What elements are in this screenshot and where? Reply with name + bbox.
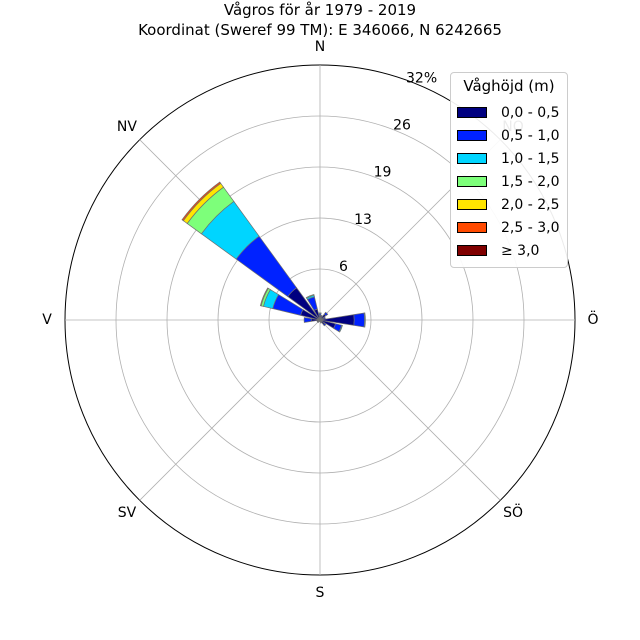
legend-label: 0,5 - 1,0 [501,128,560,144]
legend-title: Våghöjd (m) [463,77,555,95]
legend-swatch [457,222,487,233]
legend-swatch [457,130,487,141]
rose-bar-segment [338,324,343,333]
rose-bar-segment [303,317,312,323]
direction-label: V [42,312,52,328]
legend-label: 0,0 - 0,5 [501,105,560,121]
rose-bars [181,181,366,333]
legend: Våghöjd (m) 0,0 - 0,5 0,5 - 1,0 1,0 - 1,5 1… [450,72,568,268]
radial-tick-label: 6 [339,259,348,275]
legend-swatch [457,245,487,256]
legend-label: ≥ 3,0 [501,243,540,259]
rose-bar-segment [353,312,365,328]
direction-label: SV [118,505,137,521]
chart-title: Vågros för år 1979 - 2019 Koordinat (Swe… [0,0,640,40]
radial-tick-label: 32% [406,70,437,86]
legend-label: 1,0 - 1,5 [501,151,560,167]
chart-subtitle: Koordinat (Sweref 99 TM): E 346066, N 62… [138,21,502,39]
legend-swatch [457,199,487,210]
direction-label: S [316,585,325,601]
legend-swatch [457,176,487,187]
legend-label: 1,5 - 2,0 [501,174,560,190]
legend-swatch [457,153,487,164]
direction-label: Ö [587,310,598,328]
rose-bar-segment [320,321,323,324]
legend-label: 2,5 - 3,0 [501,220,560,236]
legend-entry: 2,5 - 3,0 [457,218,565,238]
rose-bar-segment [323,311,329,317]
rose-bar-segment [181,181,222,222]
rose-bar-segment [322,316,326,320]
legend-label: 2,0 - 2,5 [501,197,560,213]
chart-title-line-1: Vågros för år 1979 - 2019 [223,1,417,19]
direction-label: NV [117,119,137,135]
rose-bar-segment [363,312,366,328]
legend-entry: 0,5 - 1,0 [457,126,565,146]
legend-swatch [457,107,487,118]
radial-tick-label: 19 [374,165,392,181]
radial-tick-label: 13 [354,212,372,228]
rose-bar-segment [318,312,322,315]
rose-bar-segment [322,322,327,327]
direction-label: SÖ [503,503,523,521]
radial-tick-label: 26 [393,118,411,134]
legend-entry: 2,0 - 2,5 [457,195,565,215]
legend-entry: 1,0 - 1,5 [457,149,565,169]
rose-bar-segment [259,287,269,307]
rose-bar-segment [320,314,323,318]
rose-bar-segment [305,294,315,299]
legend-entry: 0,0 - 0,5 [457,103,565,123]
legend-entry: 1,5 - 2,0 [457,172,565,192]
angular-grid-line [139,319,321,501]
direction-label: N [315,39,325,55]
legend-entry: ≥ 3,0 [457,241,565,261]
angular-grid-line [319,319,501,501]
